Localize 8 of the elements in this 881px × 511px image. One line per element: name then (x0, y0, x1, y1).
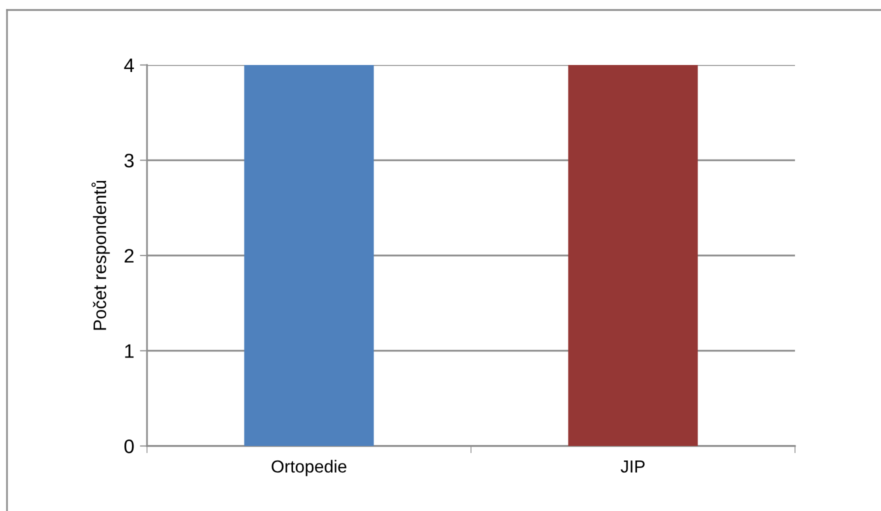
y-tick-label: 1 (125, 344, 134, 358)
y-axis-title: Počet respondentů (91, 180, 110, 330)
y-tick-label: 0 (124, 439, 134, 454)
y-tick-label: 3 (124, 154, 134, 168)
y-tick-label: 2 (124, 248, 134, 263)
x-tick-label: JIP (620, 460, 645, 473)
y-tick-label: 4 (124, 58, 134, 72)
x-tick-label: Ortopedie (272, 460, 346, 476)
